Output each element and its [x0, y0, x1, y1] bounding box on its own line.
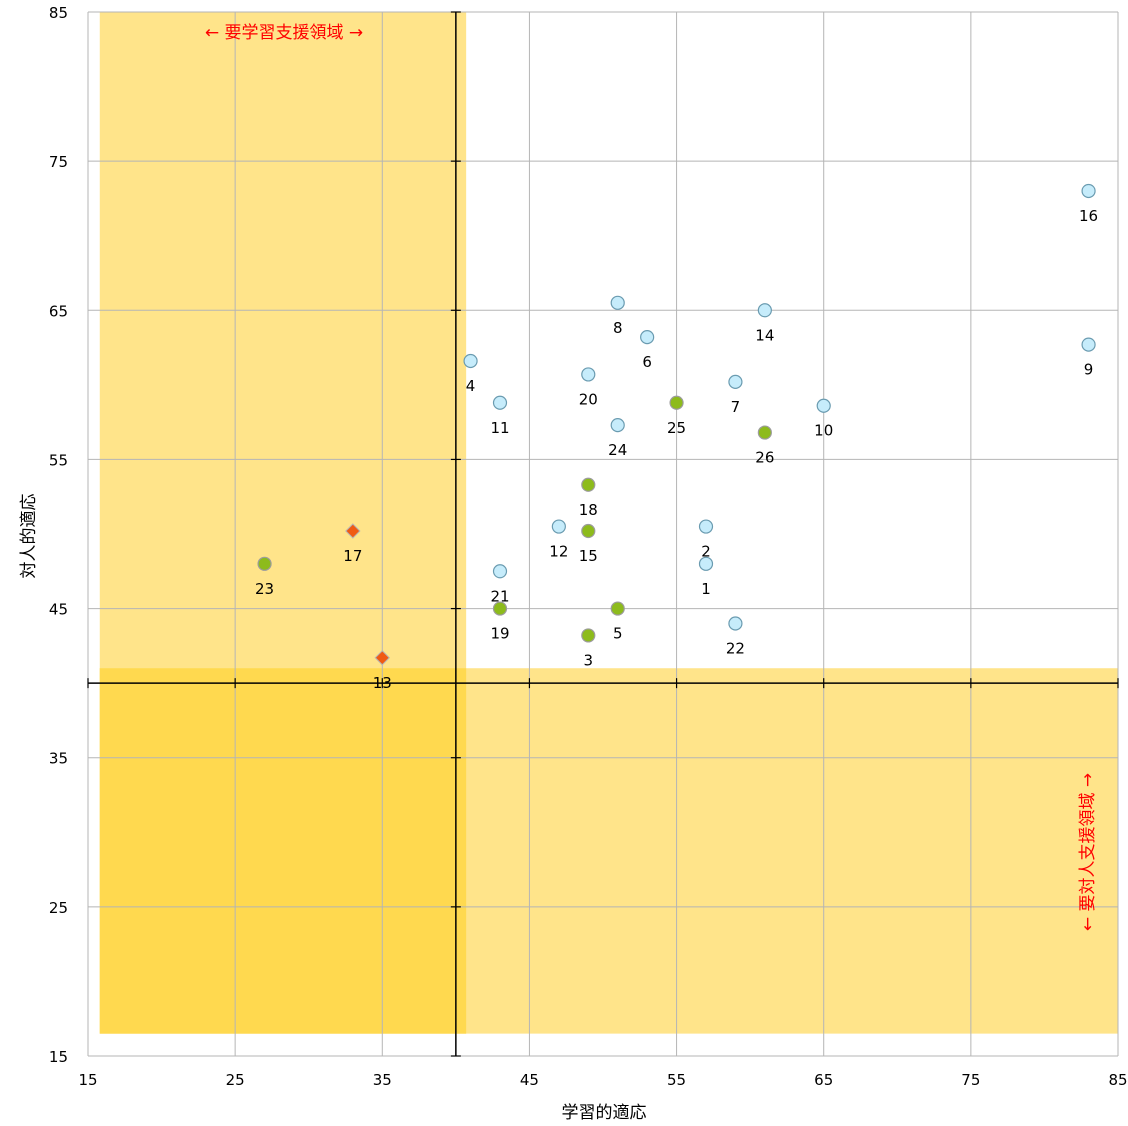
data-label-23: 23 — [255, 580, 274, 598]
data-label-4: 4 — [466, 377, 476, 395]
data-label-16: 16 — [1079, 207, 1098, 225]
data-labels: 1234567891011121314151617181920212223242… — [255, 207, 1098, 692]
y-tick-label: 65 — [49, 302, 68, 320]
data-label-1: 1 — [701, 580, 711, 598]
data-point-4 — [463, 353, 478, 369]
data-point-26 — [757, 425, 772, 440]
data-point-8 — [610, 295, 625, 310]
data-label-12: 12 — [549, 543, 568, 561]
data-label-8: 8 — [613, 319, 623, 337]
data-point-5 — [610, 601, 625, 616]
data-point-3 — [581, 628, 596, 643]
data-point-23 — [257, 556, 272, 571]
data-label-10: 10 — [814, 422, 833, 440]
region-overlap — [99, 668, 467, 1034]
y-axis-title: 対人的適応 — [19, 494, 39, 579]
x-tick-label: 85 — [1108, 1071, 1127, 1089]
data-point-19 — [492, 601, 508, 616]
learning-support-region-label: ← 要学習支援領域 → — [205, 23, 363, 43]
y-tick-label: 75 — [49, 153, 68, 171]
interpersonal-support-region-label: ← 要対人支援領域 → — [1078, 773, 1098, 931]
data-label-24: 24 — [608, 441, 627, 459]
data-point-13 — [374, 650, 390, 666]
data-label-7: 7 — [731, 398, 741, 416]
data-label-18: 18 — [579, 501, 598, 519]
data-point-14 — [757, 303, 772, 318]
data-point-10 — [816, 398, 831, 413]
data-point-15 — [581, 523, 596, 539]
data-point-18 — [581, 477, 596, 492]
x-tick-label: 65 — [814, 1071, 833, 1089]
y-tick-label: 45 — [49, 601, 68, 619]
x-tick-label: 35 — [373, 1071, 392, 1089]
data-label-9: 9 — [1084, 361, 1094, 379]
data-point-11 — [492, 395, 508, 410]
support-regions — [99, 12, 1119, 1034]
data-label-25: 25 — [667, 419, 686, 437]
data-label-15: 15 — [579, 547, 598, 565]
data-label-3: 3 — [584, 651, 594, 669]
data-label-21: 21 — [490, 587, 509, 605]
data-point-6 — [640, 330, 655, 345]
data-point-25 — [669, 395, 684, 410]
data-label-14: 14 — [755, 326, 774, 344]
data-point-7 — [728, 374, 743, 389]
x-tick-label: 55 — [667, 1071, 686, 1089]
data-label-19: 19 — [490, 625, 509, 643]
gridlines — [87, 11, 1119, 1057]
data-point-17 — [345, 523, 361, 539]
data-point-20 — [581, 367, 596, 382]
x-axis-title: 学習的適応 — [562, 1103, 647, 1123]
y-tick-label: 35 — [49, 750, 68, 768]
data-point-9 — [1081, 337, 1096, 352]
y-tick-label: 55 — [49, 451, 68, 469]
data-point-21 — [492, 564, 508, 579]
data-point-16 — [1081, 183, 1096, 199]
data-label-17: 17 — [343, 547, 362, 565]
data-point-2 — [698, 519, 714, 534]
data-point-1 — [698, 556, 714, 571]
data-label-26: 26 — [755, 449, 774, 467]
data-label-20: 20 — [579, 390, 598, 408]
data-label-22: 22 — [726, 639, 745, 657]
data-point-12 — [551, 519, 566, 534]
axes — [87, 11, 1119, 1057]
data-point-22 — [728, 616, 743, 631]
data-label-2: 2 — [701, 543, 711, 561]
data-label-11: 11 — [490, 419, 509, 437]
data-point-24 — [610, 418, 625, 433]
x-tick-label: 15 — [78, 1071, 97, 1089]
y-tick-label: 15 — [49, 1048, 68, 1066]
x-tick-label: 25 — [226, 1071, 245, 1089]
x-tick-label: 75 — [961, 1071, 980, 1089]
data-label-5: 5 — [613, 625, 623, 643]
y-tick-label: 85 — [49, 4, 68, 22]
data-points — [257, 183, 1096, 666]
x-tick-label: 45 — [520, 1071, 539, 1089]
y-tick-label: 25 — [49, 899, 68, 917]
data-label-6: 6 — [642, 353, 652, 371]
data-label-13: 13 — [373, 674, 392, 692]
